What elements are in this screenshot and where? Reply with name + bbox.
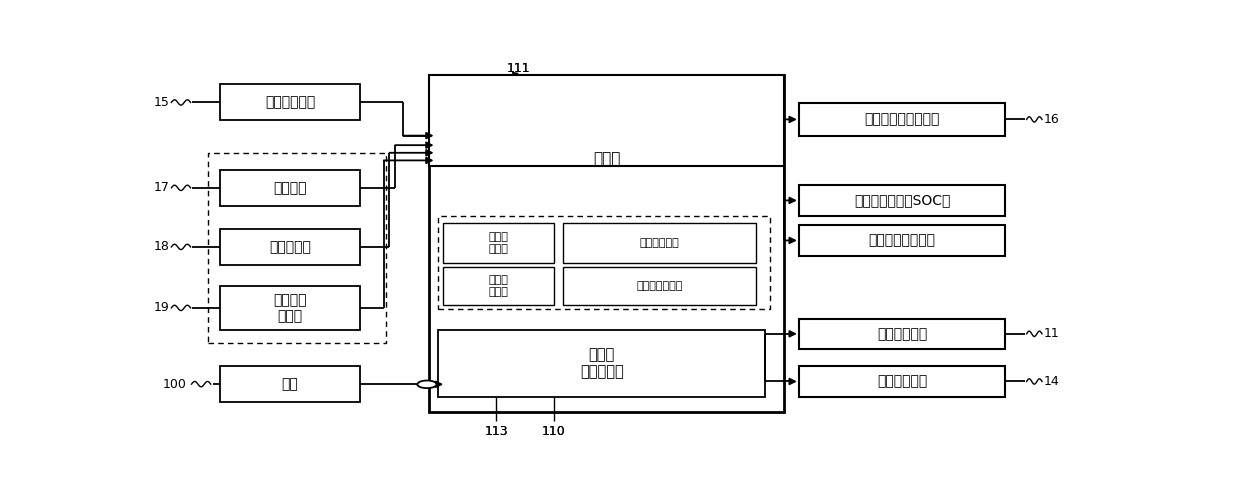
Bar bbox=[208, 153, 386, 344]
Bar bbox=[799, 366, 1006, 396]
Bar bbox=[439, 330, 765, 396]
Text: 电池温度传感器: 电池温度传感器 bbox=[636, 281, 683, 291]
Text: 大电流
传感器: 大电流 传感器 bbox=[489, 233, 508, 254]
Text: 15: 15 bbox=[154, 96, 170, 109]
Text: 小电流
传感器: 小电流 传感器 bbox=[489, 275, 508, 297]
Text: 电池充电状态（SOC）: 电池充电状态（SOC） bbox=[854, 194, 950, 207]
Text: 19: 19 bbox=[154, 301, 170, 314]
Text: 110: 110 bbox=[542, 425, 565, 438]
Text: 113: 113 bbox=[485, 425, 508, 438]
Text: 中断允许负载: 中断允许负载 bbox=[877, 327, 928, 341]
Bar bbox=[444, 223, 554, 263]
Circle shape bbox=[418, 381, 436, 388]
Text: 17: 17 bbox=[154, 181, 170, 195]
Text: 电池电力中断信息: 电池电力中断信息 bbox=[869, 234, 936, 248]
Text: 11: 11 bbox=[1044, 327, 1060, 341]
Text: 电压测量单元: 电压测量单元 bbox=[640, 238, 680, 248]
Text: 113: 113 bbox=[485, 425, 508, 438]
Text: 大电流
门锁继电器: 大电流 门锁继电器 bbox=[580, 347, 624, 380]
Text: 控制器: 控制器 bbox=[593, 151, 620, 166]
Bar bbox=[221, 170, 360, 206]
Text: 电力恢复开关: 电力恢复开关 bbox=[265, 95, 315, 109]
Bar bbox=[429, 75, 785, 412]
Bar bbox=[563, 223, 755, 263]
Bar bbox=[221, 229, 360, 265]
Bar bbox=[799, 225, 1006, 256]
Text: 111: 111 bbox=[506, 62, 529, 75]
Text: 18: 18 bbox=[154, 241, 170, 253]
Text: 111: 111 bbox=[506, 62, 529, 75]
Text: 100: 100 bbox=[162, 378, 186, 391]
Bar bbox=[799, 185, 1006, 216]
Bar bbox=[221, 366, 360, 402]
Bar bbox=[429, 75, 785, 166]
Text: 电池电力中断报警灯: 电池电力中断报警灯 bbox=[864, 112, 940, 126]
Bar bbox=[439, 216, 770, 309]
Text: 点火开关: 点火开关 bbox=[273, 181, 306, 195]
Text: 110: 110 bbox=[542, 425, 565, 438]
Bar bbox=[799, 319, 1006, 349]
Bar bbox=[221, 286, 360, 330]
Bar bbox=[221, 84, 360, 120]
Bar bbox=[563, 267, 755, 305]
Text: 电池: 电池 bbox=[281, 377, 299, 392]
Bar bbox=[444, 267, 554, 305]
Text: 16: 16 bbox=[1044, 113, 1060, 126]
Text: 普通电力负载: 普通电力负载 bbox=[877, 375, 928, 389]
Text: 车速传感器: 车速传感器 bbox=[269, 240, 311, 254]
Bar bbox=[799, 103, 1006, 136]
Text: 14: 14 bbox=[1044, 375, 1060, 388]
Text: 碰撞检测
传感器: 碰撞检测 传感器 bbox=[273, 293, 306, 323]
